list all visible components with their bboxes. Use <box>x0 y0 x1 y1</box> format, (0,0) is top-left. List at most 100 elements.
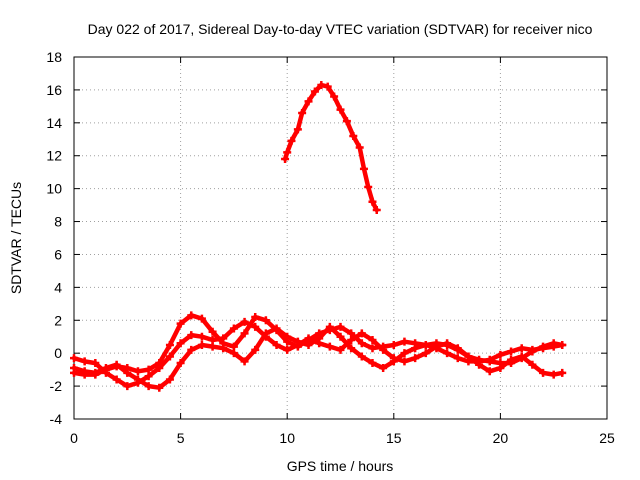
y-tick-label: 8 <box>54 214 62 230</box>
data-point-arc-3 <box>165 375 174 384</box>
data-point-arc-peak <box>283 148 292 157</box>
data-point-arc-3 <box>176 359 185 368</box>
data-point-arc-2 <box>80 357 89 366</box>
x-tick-label: 25 <box>599 430 615 446</box>
data-point-arc-3 <box>315 334 324 343</box>
data-point-arc-2 <box>91 359 100 368</box>
data-point-arc-2 <box>485 357 494 366</box>
y-tick-label: 10 <box>46 181 62 197</box>
data-point-arc-3 <box>293 337 302 346</box>
data-point-arc-3 <box>208 342 217 351</box>
axis-ticks: 0 5 10 15 20 25 -4 -2 0 2 4 6 8 10 12 14 16 18 <box>46 49 615 446</box>
data-point-arc-3 <box>123 368 132 377</box>
data-point-arc-1 <box>368 344 377 353</box>
x-tick-label: 0 <box>70 430 78 446</box>
data-point-arc-2 <box>123 382 132 391</box>
data-point-arc-peak <box>293 125 302 134</box>
data-point-arc-peak <box>317 80 326 89</box>
plot-frame <box>73 56 608 420</box>
x-axis-label: GPS time / hours <box>287 458 394 474</box>
data-point-arc-2 <box>336 345 345 354</box>
data-point-arc-peak <box>364 182 373 191</box>
data-point-arc-3 <box>240 357 249 366</box>
data-point-arc-3 <box>325 322 334 331</box>
data-point-arc-peak <box>281 155 290 164</box>
data-point-arc-3 <box>517 352 526 361</box>
data-point-arc-3 <box>400 349 409 358</box>
y-tick-label: 14 <box>46 115 62 131</box>
data-point-arc-3 <box>70 363 78 372</box>
data-point-arc-3 <box>507 355 516 364</box>
data-point-arc-peak <box>287 136 296 145</box>
data-point-arc-3 <box>421 340 430 349</box>
data-point-arc-3 <box>432 339 441 348</box>
data-point-arc-peak <box>336 105 345 114</box>
data-point-arc-3 <box>528 360 537 369</box>
data-point-arc-1 <box>208 327 217 336</box>
data-point-arc-3 <box>475 360 484 369</box>
data-point-arc-3 <box>496 363 505 372</box>
data-point-arc-3 <box>219 344 228 353</box>
data-point-arc-1 <box>517 344 526 353</box>
data-point-arc-peak <box>330 92 339 101</box>
data-point-arc-3 <box>251 345 260 354</box>
data-point-arc-2 <box>229 324 238 333</box>
data-point-arc-3 <box>357 352 366 361</box>
data-point-arc-2 <box>272 340 281 349</box>
data-point-arc-2 <box>283 345 292 354</box>
data-point-arc-2 <box>411 354 420 363</box>
y-tick-label: 16 <box>46 82 62 98</box>
data-point-arc-3 <box>112 360 121 369</box>
data-point-arc-3 <box>304 340 313 349</box>
data-point-arc-2 <box>347 336 356 345</box>
data-point-arc-peak <box>355 143 364 152</box>
data-point-arc-peak <box>372 206 381 215</box>
data-point-arc-1 <box>133 367 142 376</box>
y-tick-label: 18 <box>46 49 62 65</box>
y-tick-label: 4 <box>54 279 62 295</box>
grid-lines <box>74 57 607 419</box>
series-layer <box>70 80 567 392</box>
data-point-arc-3 <box>464 352 473 361</box>
data-point-arc-2 <box>197 332 206 341</box>
data-point-arc-3 <box>443 340 452 349</box>
data-point-arc-3 <box>197 340 206 349</box>
data-point-arc-2 <box>357 329 366 338</box>
data-point-arc-3 <box>368 359 377 368</box>
x-tick-label: 20 <box>493 430 509 446</box>
data-point-arc-3 <box>549 370 558 379</box>
data-point-arc-1 <box>240 329 249 338</box>
data-point-arc-2 <box>325 342 334 351</box>
data-point-arc-2 <box>187 331 196 340</box>
data-point-arc-2 <box>528 347 537 356</box>
data-point-arc-3 <box>485 367 494 376</box>
data-point-arc-3 <box>133 375 142 384</box>
data-point-arc-2 <box>112 375 121 384</box>
data-point-arc-2 <box>240 317 249 326</box>
data-point-arc-2 <box>549 339 558 348</box>
data-point-arc-3 <box>155 383 164 392</box>
data-point-arc-2 <box>558 340 567 349</box>
y-tick-label: 2 <box>54 312 62 328</box>
data-point-arc-3 <box>411 344 420 353</box>
y-tick-label: -2 <box>50 378 63 394</box>
x-tick-label: 5 <box>177 430 185 446</box>
data-point-arc-1 <box>389 340 398 349</box>
data-point-arc-3 <box>453 345 462 354</box>
data-point-arc-2 <box>219 334 228 343</box>
y-tick-label: 6 <box>54 246 62 262</box>
data-point-arc-peak <box>342 117 351 126</box>
data-point-arc-1 <box>357 339 366 348</box>
data-point-arc-1 <box>251 312 260 321</box>
data-point-arc-2 <box>70 354 78 363</box>
data-point-arc-3 <box>261 329 270 338</box>
data-point-arc-peak <box>323 82 332 91</box>
data-point-arc-2 <box>251 322 260 331</box>
data-point-arc-3 <box>272 324 281 333</box>
data-point-arc-1 <box>197 314 206 323</box>
data-point-arc-1 <box>336 322 345 331</box>
y-tick-label: 0 <box>54 345 62 361</box>
data-point-arc-peak <box>359 164 368 173</box>
data-point-arc-3 <box>80 367 89 376</box>
y-tick-label: 12 <box>46 148 62 164</box>
